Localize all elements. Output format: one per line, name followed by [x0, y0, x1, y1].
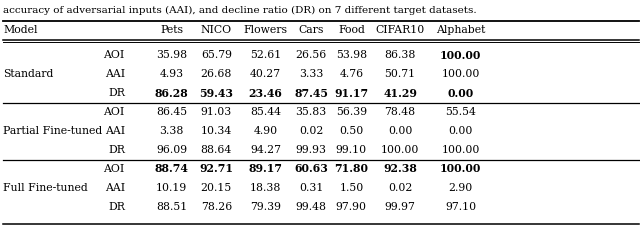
Text: 100.00: 100.00	[442, 145, 480, 155]
Text: 92.38: 92.38	[383, 163, 417, 174]
Text: 99.93: 99.93	[296, 145, 326, 155]
Text: 1.50: 1.50	[339, 183, 364, 193]
Text: 100.00: 100.00	[381, 145, 419, 155]
Text: DR: DR	[108, 145, 125, 155]
Text: AAI: AAI	[105, 69, 125, 79]
Text: Alphabet: Alphabet	[436, 25, 486, 35]
Text: 4.76: 4.76	[339, 69, 364, 79]
Text: 0.02: 0.02	[299, 126, 323, 136]
Text: 0.00: 0.00	[447, 87, 474, 98]
Text: Food: Food	[338, 25, 365, 35]
Text: 78.26: 78.26	[201, 202, 232, 212]
Text: 23.46: 23.46	[249, 87, 282, 98]
Text: 0.02: 0.02	[388, 183, 412, 193]
Text: 97.90: 97.90	[336, 202, 367, 212]
Text: Flowers: Flowers	[244, 25, 287, 35]
Text: 92.71: 92.71	[199, 163, 234, 174]
Text: 26.56: 26.56	[296, 50, 326, 60]
Text: Model: Model	[3, 25, 38, 35]
Text: 88.64: 88.64	[201, 145, 232, 155]
Text: 40.27: 40.27	[250, 69, 281, 79]
Text: DR: DR	[108, 202, 125, 212]
Text: AAI: AAI	[105, 126, 125, 136]
Text: 85.44: 85.44	[250, 107, 281, 117]
Text: accuracy of adversarial inputs (AAI), and decline ratio (DR) on 7 different targ: accuracy of adversarial inputs (AAI), an…	[3, 6, 477, 15]
Text: 59.43: 59.43	[199, 87, 234, 98]
Text: 99.48: 99.48	[296, 202, 326, 212]
Text: 88.74: 88.74	[155, 163, 188, 174]
Text: 50.71: 50.71	[385, 69, 415, 79]
Text: 78.48: 78.48	[385, 107, 415, 117]
Text: 3.33: 3.33	[299, 69, 323, 79]
Text: 89.17: 89.17	[248, 163, 283, 174]
Text: 94.27: 94.27	[250, 145, 281, 155]
Text: 18.38: 18.38	[250, 183, 282, 193]
Text: AOI: AOI	[104, 50, 125, 60]
Text: 2.90: 2.90	[449, 183, 473, 193]
Text: 79.39: 79.39	[250, 202, 281, 212]
Text: 10.19: 10.19	[156, 183, 187, 193]
Text: 65.79: 65.79	[201, 50, 232, 60]
Text: 41.29: 41.29	[383, 87, 417, 98]
Text: 4.93: 4.93	[159, 69, 184, 79]
Text: AAI: AAI	[105, 183, 125, 193]
Text: 71.80: 71.80	[334, 163, 369, 174]
Text: 35.98: 35.98	[156, 50, 187, 60]
Text: 53.98: 53.98	[336, 50, 367, 60]
Text: 3.38: 3.38	[159, 126, 184, 136]
Text: 100.00: 100.00	[440, 163, 481, 174]
Text: 55.54: 55.54	[445, 107, 476, 117]
Text: 100.00: 100.00	[440, 50, 481, 61]
Text: 0.50: 0.50	[339, 126, 364, 136]
Text: 0.31: 0.31	[299, 183, 323, 193]
Text: Partial Fine-tuned: Partial Fine-tuned	[3, 126, 102, 136]
Text: AOI: AOI	[104, 164, 125, 174]
Text: Standard: Standard	[3, 69, 54, 79]
Text: CIFAR10: CIFAR10	[376, 25, 424, 35]
Text: 91.03: 91.03	[201, 107, 232, 117]
Text: 87.45: 87.45	[294, 87, 328, 98]
Text: DR: DR	[108, 88, 125, 98]
Text: NICO: NICO	[201, 25, 232, 35]
Text: 88.51: 88.51	[156, 202, 187, 212]
Text: 86.38: 86.38	[384, 50, 416, 60]
Text: 96.09: 96.09	[156, 145, 187, 155]
Text: 91.17: 91.17	[334, 87, 369, 98]
Text: 35.83: 35.83	[296, 107, 326, 117]
Text: 4.90: 4.90	[253, 126, 278, 136]
Text: 26.68: 26.68	[200, 69, 232, 79]
Text: Cars: Cars	[298, 25, 324, 35]
Text: 86.45: 86.45	[156, 107, 187, 117]
Text: 99.97: 99.97	[385, 202, 415, 212]
Text: 52.61: 52.61	[250, 50, 281, 60]
Text: 0.00: 0.00	[388, 126, 412, 136]
Text: 0.00: 0.00	[449, 126, 473, 136]
Text: 56.39: 56.39	[336, 107, 367, 117]
Text: Full Fine-tuned: Full Fine-tuned	[3, 183, 88, 193]
Text: Pets: Pets	[160, 25, 183, 35]
Text: 86.28: 86.28	[155, 87, 188, 98]
Text: 10.34: 10.34	[201, 126, 232, 136]
Text: 99.10: 99.10	[336, 145, 367, 155]
Text: 100.00: 100.00	[442, 69, 480, 79]
Text: 97.10: 97.10	[445, 202, 476, 212]
Text: 20.15: 20.15	[201, 183, 232, 193]
Text: AOI: AOI	[104, 107, 125, 117]
Text: 60.63: 60.63	[294, 163, 328, 174]
